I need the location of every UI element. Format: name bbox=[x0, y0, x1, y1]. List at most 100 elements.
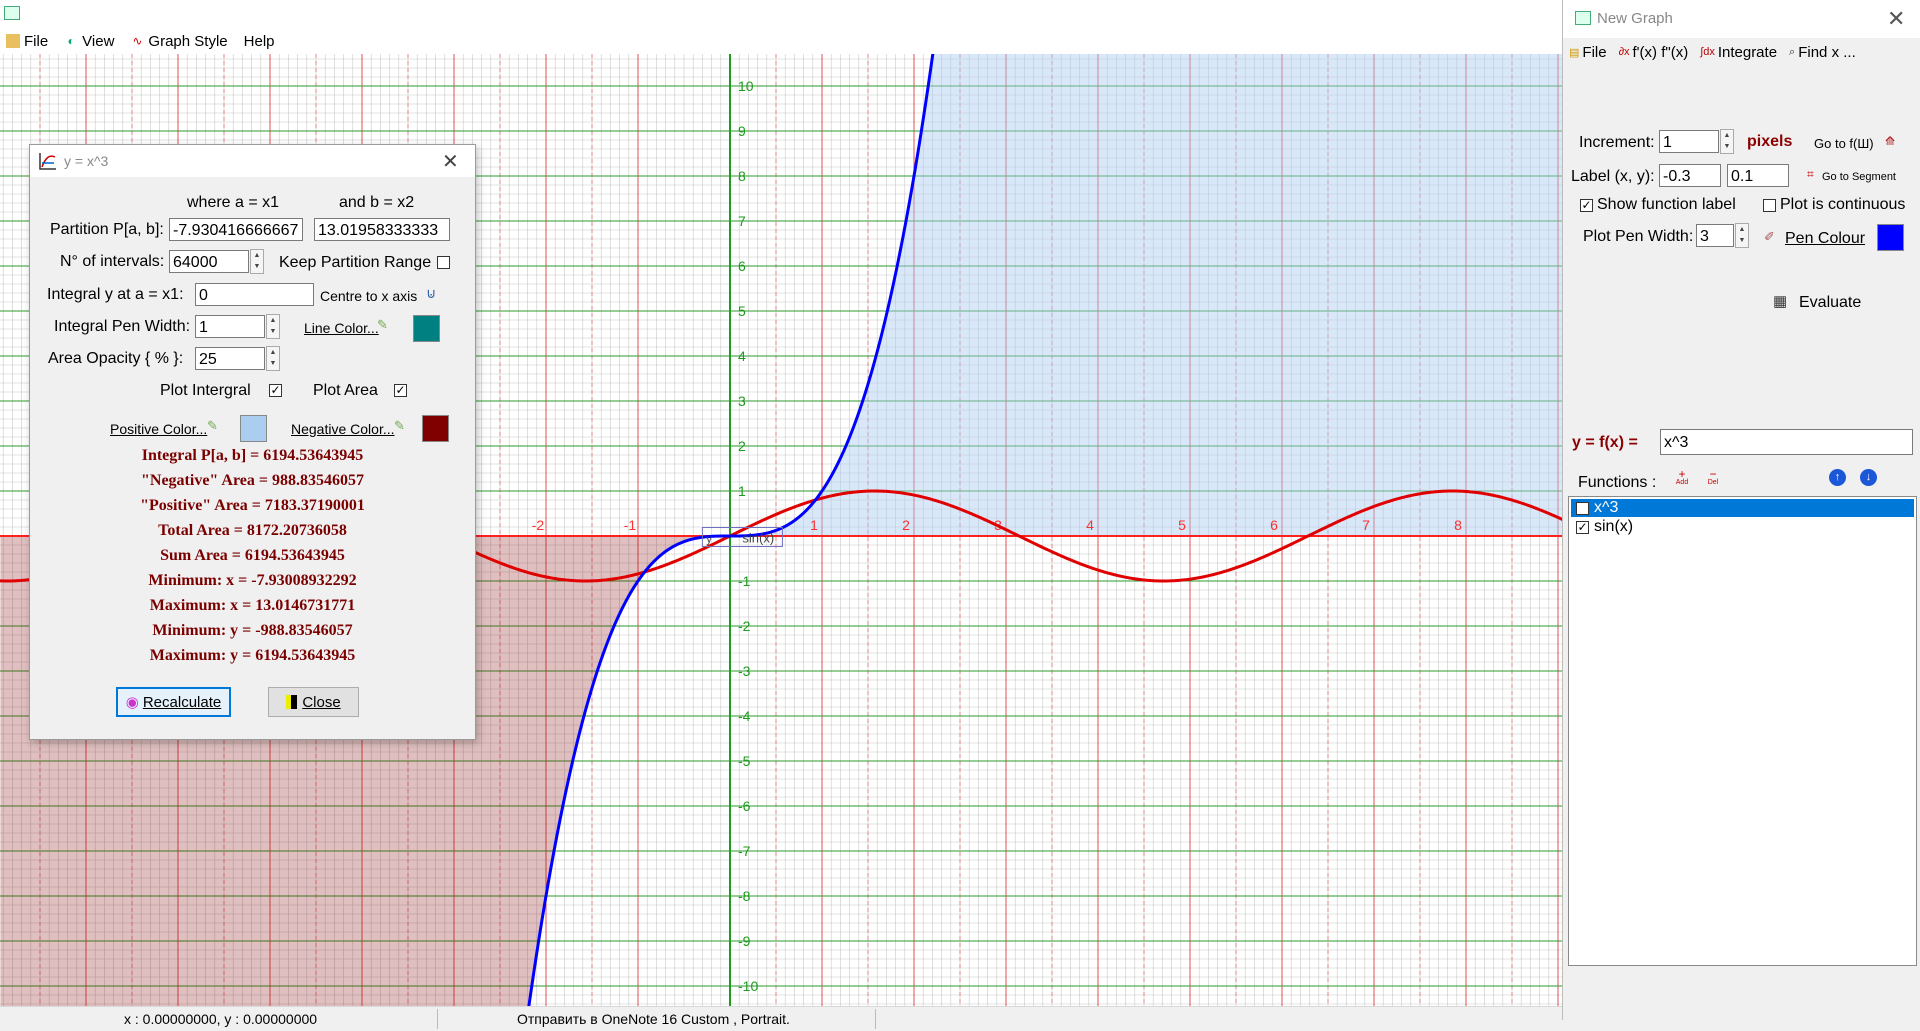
pen-width-spinner[interactable]: ▲ ▼ bbox=[266, 314, 280, 339]
x-tick-label: 8 bbox=[1454, 517, 1462, 533]
y-tick-label: -3 bbox=[738, 663, 751, 679]
result-negative-area: "Negative" Area = 988.83546057 bbox=[141, 472, 364, 489]
goto-f-button[interactable]: Go to f(Ш) bbox=[1814, 136, 1874, 151]
positive-area bbox=[730, 54, 1563, 536]
line-color-swatch[interactable] bbox=[413, 315, 440, 342]
integral-y-input[interactable]: 0 bbox=[195, 283, 314, 306]
negative-color-button[interactable]: Negative Color... bbox=[291, 421, 395, 437]
exit-icon bbox=[286, 695, 298, 709]
y-tick-label: 6 bbox=[738, 258, 746, 274]
positive-color-swatch[interactable] bbox=[240, 415, 267, 442]
negative-color-swatch[interactable] bbox=[422, 415, 449, 442]
close-icon[interactable]: ✕ bbox=[1887, 6, 1906, 31]
integral-dialog: y = x^3 ✕ where a = x1 and b = x2 Partit… bbox=[29, 144, 476, 740]
close-icon[interactable]: ✕ bbox=[442, 151, 459, 173]
y-tick-label: 4 bbox=[738, 348, 746, 364]
pen-colour-button[interactable]: Pen Colour bbox=[1785, 230, 1866, 247]
menu-bar: File ◐ View ∿ Graph Style Help bbox=[0, 28, 1560, 54]
positive-color-button[interactable]: Positive Color... bbox=[110, 421, 208, 437]
integrate-menu[interactable]: ∫dx Integrate bbox=[1700, 43, 1778, 61]
x-tick-labels: -2 -1 1 2 3 4 5 6 7 8 bbox=[532, 517, 1462, 533]
pen-width-label: Integral Pen Width: bbox=[54, 318, 191, 335]
evaluate-button[interactable]: Evaluate bbox=[1799, 294, 1862, 311]
add-function-button[interactable]: + Add bbox=[1675, 467, 1689, 486]
label-y-input[interactable]: 0.1 bbox=[1727, 164, 1789, 187]
recalculate-button[interactable]: ◉ Recalculate bbox=[116, 687, 231, 717]
function-visible-checkbox[interactable]: ✓ bbox=[1576, 519, 1589, 534]
y-tick-label: -6 bbox=[738, 798, 751, 814]
x-tick-label: -2 bbox=[532, 517, 545, 533]
continuous-text: Plot is continuous bbox=[1780, 196, 1906, 213]
opacity-input[interactable]: 25 bbox=[195, 347, 265, 370]
find-x-menu[interactable]: ⌕ Find x ... bbox=[1789, 43, 1856, 61]
menu-graph-style[interactable]: ∿ Graph Style bbox=[132, 32, 228, 50]
view-icon: ◐ bbox=[67, 34, 75, 48]
move-up-button[interactable]: ↑ bbox=[1829, 469, 1846, 486]
plot-integral-checkbox[interactable]: ✓ bbox=[269, 383, 282, 397]
pen-width-input[interactable]: 1 bbox=[195, 315, 265, 338]
centre-axis-icon[interactable]: ⊍ bbox=[426, 285, 437, 301]
file-icon: ▤ bbox=[1569, 46, 1580, 59]
result-min-x: Minimum: x = -7.93008932292 bbox=[148, 572, 357, 589]
functions-list[interactable]: ✓ x^3 ✓ sin(x) bbox=[1568, 496, 1917, 966]
recalculate-icon: ◉ bbox=[125, 694, 139, 711]
y-tick-label: 9 bbox=[738, 123, 746, 139]
y-tick-label: 8 bbox=[738, 168, 746, 184]
y-tick-label: -5 bbox=[738, 753, 751, 769]
result-max-y: Maximum: y = 6194.53643945 bbox=[149, 647, 356, 664]
increment-input[interactable]: 1 bbox=[1659, 130, 1719, 153]
y-tick-label: 3 bbox=[738, 393, 746, 409]
x-tick-label: 1 bbox=[810, 517, 818, 533]
menu-file[interactable]: File bbox=[6, 33, 48, 50]
panel-toolbar: ▤ File ∂x f'(x) f"(x) ∫dx Integrate ⌕ Find x… bbox=[1563, 38, 1920, 66]
opacity-spinner[interactable]: ▲ ▼ bbox=[266, 346, 280, 371]
intervals-spinner[interactable]: ▲ ▼ bbox=[250, 249, 264, 274]
result-positive-area: "Positive" Area = 7183.37190001 bbox=[140, 497, 365, 514]
panel-file-menu[interactable]: ▤ File bbox=[1569, 43, 1607, 61]
opacity-label: Area Opacity { % }: bbox=[48, 350, 184, 367]
y-tick-label: 1 bbox=[738, 483, 746, 499]
menu-view[interactable]: ◐ View bbox=[64, 33, 115, 50]
partition-b-input[interactable]: 13.01958333333 bbox=[314, 218, 450, 241]
keep-range-label: Keep Partition Range bbox=[279, 254, 432, 271]
keep-range-checkbox[interactable] bbox=[437, 256, 450, 269]
palette-icon: ✎ bbox=[394, 418, 405, 433]
function-label-box bbox=[701, 527, 783, 547]
intervals-input[interactable]: 64000 bbox=[169, 250, 249, 273]
delete-function-button[interactable]: − Del bbox=[1705, 467, 1721, 487]
close-button[interactable]: Close bbox=[268, 687, 359, 717]
fx-label: y = f(x) = bbox=[1572, 434, 1638, 451]
increment-spinner[interactable]: ▲ ▼ bbox=[1720, 129, 1734, 154]
show-label-text: Show function label bbox=[1597, 196, 1736, 213]
function-item[interactable]: ✓ x^3 bbox=[1571, 499, 1914, 517]
calculator-icon: ▦ bbox=[1773, 293, 1788, 310]
x-tick-label: 4 bbox=[1086, 517, 1094, 533]
line-color-button[interactable]: Line Color... bbox=[304, 320, 379, 336]
plot-area-checkbox[interactable]: ✓ bbox=[394, 383, 407, 397]
minus-icon: − bbox=[1709, 467, 1717, 481]
printer-status: Отправить в OneNote 16 Custom , Portrait… bbox=[517, 1011, 790, 1027]
plot-pen-width-input[interactable]: 3 bbox=[1696, 224, 1734, 247]
plot-pen-width-spinner[interactable]: ▲ ▼ bbox=[1735, 223, 1749, 248]
x-tick-label: 2 bbox=[902, 517, 910, 533]
graph-icon bbox=[39, 153, 56, 170]
plot-area-label: Plot Area bbox=[313, 382, 378, 399]
result-total-area: Total Area = 8172.20736058 bbox=[158, 522, 347, 539]
derivative-menu[interactable]: ∂x f'(x) f"(x) bbox=[1618, 43, 1689, 61]
show-label-checkbox[interactable]: ✓ bbox=[1580, 198, 1593, 212]
status-separator bbox=[437, 1009, 438, 1029]
result-integral: Integral P[a, b] = 6194.53643945 bbox=[141, 447, 364, 464]
function-visible-checkbox[interactable]: ✓ bbox=[1576, 500, 1589, 515]
menu-help[interactable]: Help bbox=[243, 32, 275, 50]
move-down-button[interactable]: ↓ bbox=[1860, 469, 1877, 486]
goto-f-icon: ⟰ bbox=[1885, 134, 1896, 148]
pen-colour-swatch[interactable] bbox=[1877, 224, 1904, 251]
partition-a-input[interactable]: -7.930416666667 bbox=[169, 218, 303, 241]
label-x-input[interactable]: -0.3 bbox=[1659, 164, 1721, 187]
fx-input[interactable]: x^3 bbox=[1660, 429, 1913, 455]
goto-segment-button[interactable]: Go to Segment bbox=[1822, 171, 1896, 183]
function-item[interactable]: ✓ sin(x) bbox=[1576, 518, 1634, 535]
cursor-coordinates: x : 0.00000000, y : 0.00000000 bbox=[124, 1011, 318, 1027]
continuous-checkbox[interactable] bbox=[1763, 199, 1776, 212]
result-max-x: Maximum: x = 13.0146731771 bbox=[149, 597, 356, 614]
